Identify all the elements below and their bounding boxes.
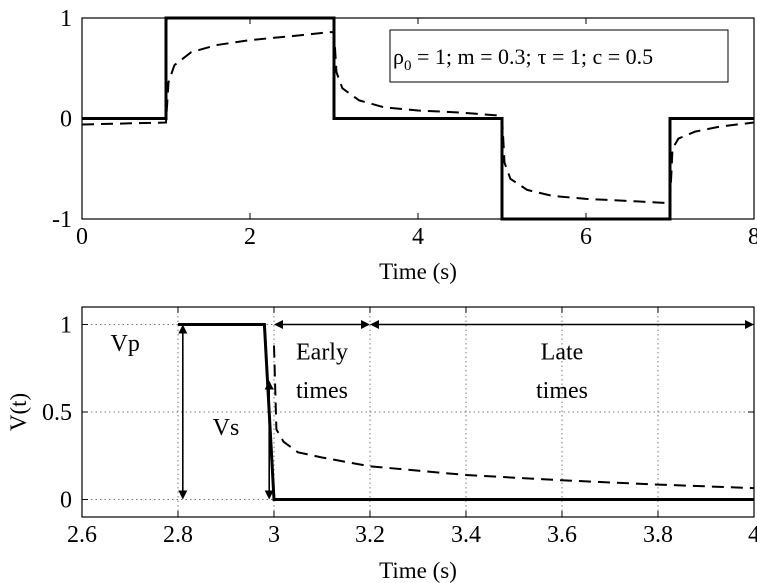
- vs-label: Vs: [213, 415, 240, 441]
- top-x-tick-label: 2: [244, 224, 256, 250]
- bottom-ticks: 2.6 2.8 3 3.2 3.4 3.6 3.8 4 0 0.5 1: [42, 307, 757, 548]
- top-series-solid: [82, 16, 754, 221]
- top-x-tick-label: 8: [748, 224, 757, 250]
- late-times-arrow-head-right: [745, 320, 754, 329]
- bottom-x-axis-label: Time (s): [379, 558, 457, 583]
- bottom-x-tick-label: 3: [268, 522, 280, 548]
- vp-arrow-head-bottom: [178, 490, 188, 500]
- bottom-y-tick-label: 1: [60, 313, 72, 339]
- top-x-tick-label: 6: [580, 224, 592, 250]
- bottom-x-tick-label: 3.4: [451, 522, 481, 548]
- vs-arrow-head-top: [264, 380, 274, 390]
- top-x-tick-label: 0: [76, 224, 88, 250]
- early-times-arrow-head-left: [274, 320, 283, 329]
- late-times-label-line2: times: [536, 378, 588, 404]
- top-legend-box: ρ0 = 1; m = 0.3; τ = 1; c = 0.5: [389, 29, 729, 83]
- bottom-annotations: Vp Vs Early times Late times: [111, 320, 754, 500]
- bottom-x-tick-label: 2.8: [163, 522, 193, 548]
- vp-label: Vp: [111, 331, 140, 357]
- top-x-axis-label: Time (s): [379, 259, 457, 284]
- vs-arrow-head-bottom: [264, 490, 274, 500]
- bottom-y-tick-label: 0.5: [42, 400, 72, 426]
- bottom-x-tick-label: 3.6: [547, 522, 577, 548]
- late-times-arrow-head-left: [370, 320, 379, 329]
- bottom-x-tick-label: 3.8: [643, 522, 673, 548]
- vp-arrow-head-top: [178, 324, 188, 334]
- top-chart: 0 2 4 6 8-101 ρ0 = 1; m = 0.3; τ = 1; c = 0.5…: [52, 6, 757, 284]
- bottom-chart: 2.6 2.8 3 3.2 3.4 3.6 3.8 4 0 0.5 1 Vp Vs Early times…: [6, 306, 757, 583]
- top-legend-text: ρ0 = 1; m = 0.3; τ = 1; c = 0.5: [393, 44, 653, 74]
- top-ticks: 0 2 4 6 8-101: [52, 6, 757, 250]
- top-x-tick-label: 4: [412, 224, 424, 250]
- bottom-x-tick-label: 3.2: [355, 522, 385, 548]
- late-times-label-line1: Late: [541, 340, 584, 366]
- bottom-y-axis-label: V(t): [6, 393, 31, 431]
- bottom-x-tick-label: 2.6: [67, 522, 97, 548]
- early-times-label-line2: times: [296, 378, 348, 404]
- top-legend-frame: [389, 29, 729, 83]
- top-y-tick-label: 0: [60, 107, 72, 133]
- early-times-label-line1: Early: [296, 340, 348, 366]
- bottom-y-tick-label: 0: [60, 488, 72, 514]
- bottom-series-dashed: [273, 345, 755, 490]
- top-plot-lines: [81, 16, 755, 221]
- early-times-arrow-head-right: [361, 320, 370, 329]
- top-y-tick-label: -1: [52, 207, 72, 233]
- bottom-x-tick-label: 4: [748, 522, 757, 548]
- top-y-tick-label: 1: [60, 6, 72, 32]
